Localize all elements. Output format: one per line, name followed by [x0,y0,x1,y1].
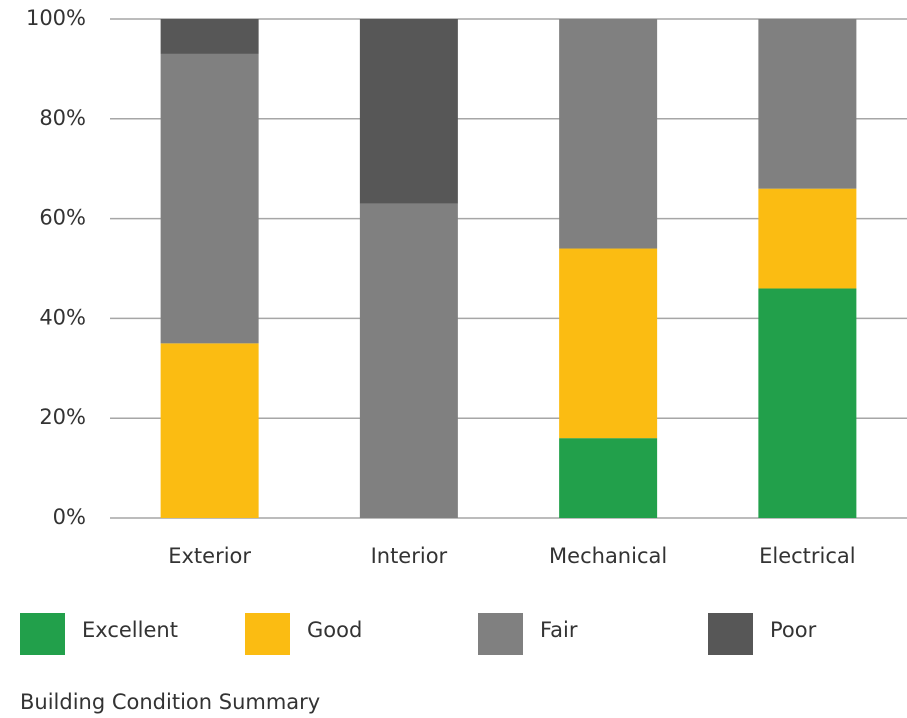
y-tick-label: 40% [39,305,86,329]
legend-label: Excellent [82,618,178,642]
y-tick-label: 0% [53,505,86,529]
bar-segment [359,19,458,204]
legend-swatch [20,613,65,655]
y-tick-label: 60% [39,206,86,230]
x-tick-label: Exterior [168,544,251,568]
x-tick-label: Electrical [759,544,856,568]
bar-segment [559,438,658,518]
bar-segment [160,19,259,54]
legend-label: Good [307,618,362,642]
y-tick-label: 20% [39,405,86,429]
bar-segment [758,188,857,289]
bar-segment [160,53,259,344]
bar-segment [559,19,658,249]
legend-swatch [245,613,290,655]
bar-segment [758,288,857,518]
bar-segment [559,248,658,439]
y-tick-label: 80% [39,106,86,130]
bar-segment [160,343,259,518]
bar-segment [359,203,458,518]
legend-label: Poor [770,618,817,642]
x-tick-label: Mechanical [549,544,667,568]
legend-swatch [708,613,753,655]
chart-caption: Building Condition Summary [20,690,320,714]
y-tick-label: 100% [26,6,86,30]
legend-swatch [478,613,523,655]
bar-segment [758,19,857,189]
x-tick-label: Interior [371,544,448,568]
legend-label: Fair [540,618,578,642]
